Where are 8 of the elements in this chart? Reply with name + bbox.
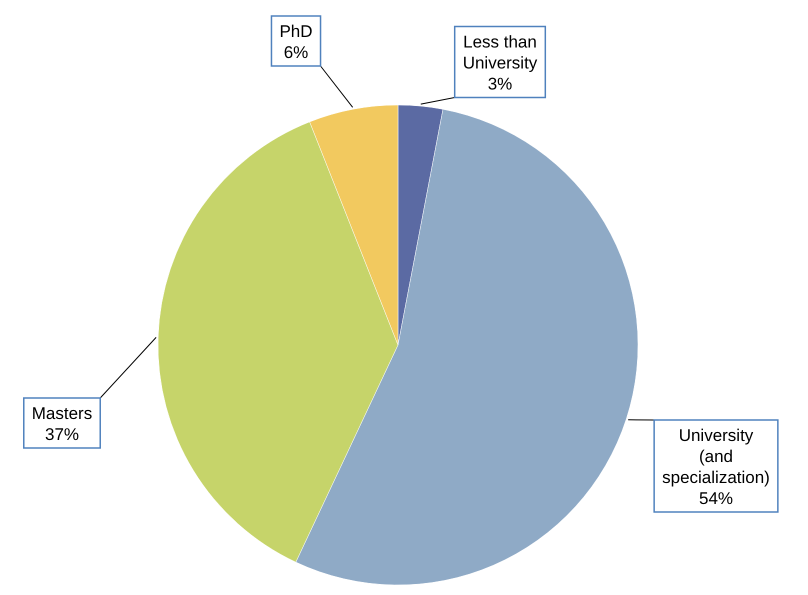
- slice-label: University (and specialization): [662, 426, 770, 487]
- slice-label: Masters: [32, 404, 92, 423]
- slice-label: PhD: [279, 22, 313, 41]
- data-label: 6%: [284, 43, 308, 62]
- slice-label: Less than University: [462, 32, 538, 72]
- data-label: 3%: [488, 74, 512, 94]
- data-label: 37%: [44, 425, 80, 444]
- data-label: 54%: [698, 489, 734, 508]
